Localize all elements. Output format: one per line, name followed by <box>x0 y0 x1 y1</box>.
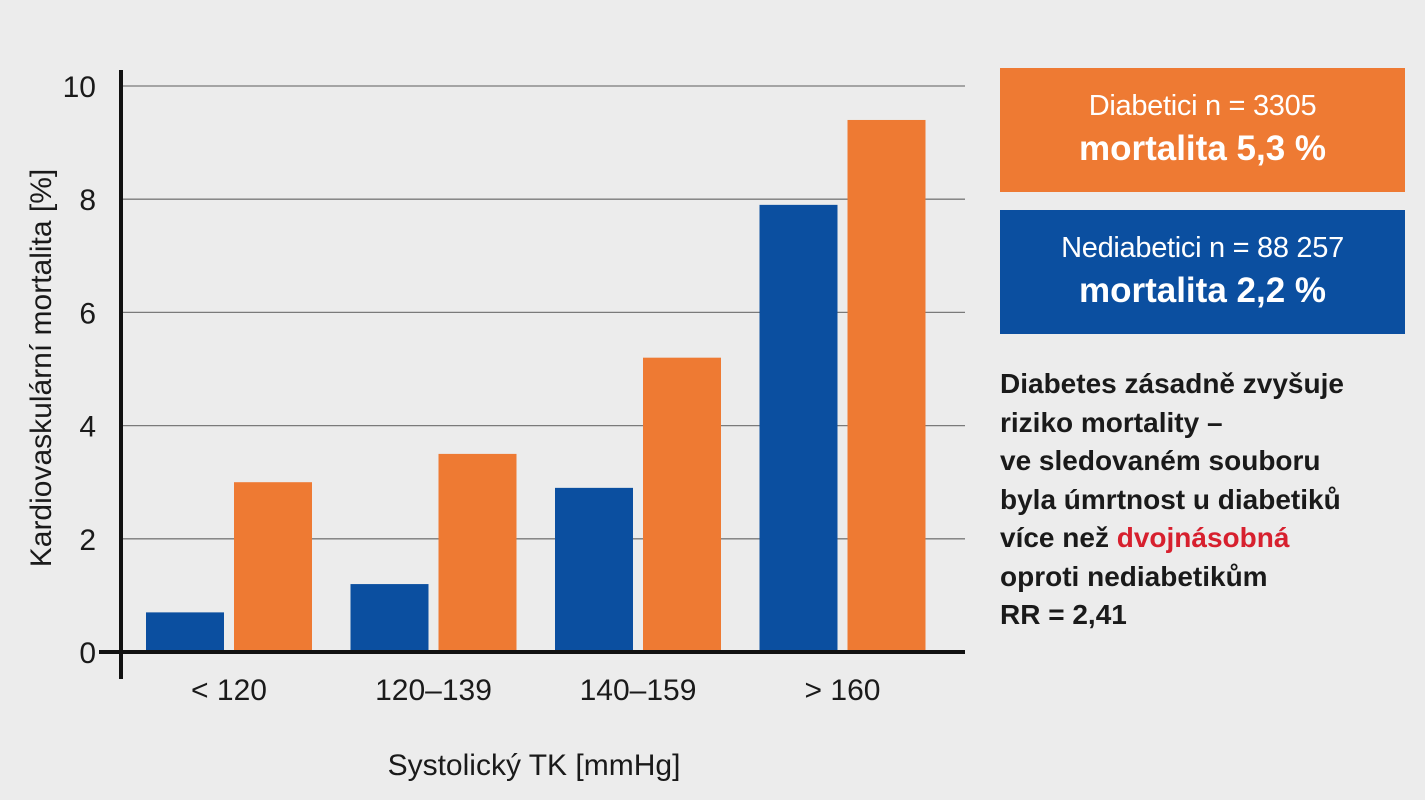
legend-diabetic-label: Diabetici n = 3305 <box>1088 90 1317 122</box>
bar-diabetic <box>234 482 312 652</box>
legend-nondiabetic-label: Nediabetici n = 88 257 <box>1061 232 1344 264</box>
bar-diabetic <box>643 357 721 652</box>
bar-chart: 0 2 4 6 8 10 < 120 120–139 140–159 > 160 Systolick… <box>25 70 965 782</box>
note-line-highlight: více než dvojnásobná <box>1000 519 1410 558</box>
legend-nondiabetic: Nediabetici n = 88 257 mortalita 2,2 % <box>1000 210 1405 334</box>
y-tick-label: 6 <box>79 297 96 330</box>
x-tick-label: 120–139 <box>375 674 492 707</box>
y-tick-label: 2 <box>79 524 96 557</box>
y-tick-label: 0 <box>79 637 96 670</box>
note-prefix: více než <box>1000 522 1117 553</box>
note-line: Diabetes zásadně zvyšuje <box>1000 368 1344 399</box>
bar-diabetic <box>438 453 517 652</box>
note-line: riziko mortality – <box>1000 406 1223 438</box>
bar-nondiabetic <box>350 584 429 652</box>
note-highlight: dvojnásobná <box>1116 522 1290 553</box>
legend-nondiabetic-mortality: mortalita 2,2 % <box>1078 271 1327 310</box>
x-tick-label: > 160 <box>805 674 881 707</box>
y-tick-label: 10 <box>63 71 96 104</box>
legend-diabetic: Diabetici n = 3305 mortalita 5,3 % <box>1000 68 1405 192</box>
bar-nondiabetic <box>555 487 633 652</box>
note-line: byla úmrtnost u diabetiků <box>1000 483 1341 515</box>
y-tick-label: 8 <box>79 184 96 217</box>
bar-nondiabetic <box>759 204 838 653</box>
x-tick-label: < 120 <box>191 674 267 707</box>
note-line: ve sledovaném souboru <box>1000 445 1321 476</box>
x-tick-label: 140–159 <box>580 674 697 707</box>
bar-nondiabetic <box>146 612 224 652</box>
note-line: RR = 2,41 <box>1000 599 1127 630</box>
conclusion-note: Diabetes zásadně zvyšuje riziko mortalit… <box>1000 365 1410 635</box>
y-axis-title: Kardiovaskulární mortalita [%] <box>25 169 58 568</box>
bar-diabetic <box>847 119 926 652</box>
chart-area: 0 2 4 6 8 10 < 120 120–139 140–159 > 160 Systolick… <box>25 70 965 782</box>
x-axis-title: Systolický TK [mmHg] <box>388 749 681 782</box>
y-tick-label: 4 <box>79 411 96 444</box>
note-line: oproti nediabetikům <box>1000 560 1268 592</box>
legend-diabetic-mortality: mortalita 5,3 % <box>1078 129 1327 168</box>
